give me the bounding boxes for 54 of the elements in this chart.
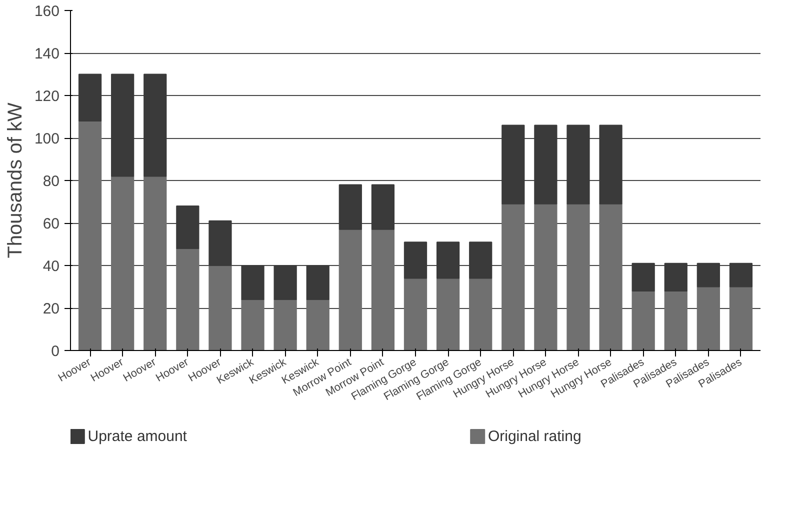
bar	[534, 203, 558, 350]
bar	[729, 262, 753, 288]
bar	[241, 299, 264, 350]
bar	[436, 242, 460, 279]
bar	[632, 262, 655, 292]
bar	[436, 278, 460, 350]
bar	[338, 228, 362, 350]
y-tick-label: 160	[34, 3, 60, 20]
legend-label: Uprate amount	[88, 428, 188, 445]
bar	[664, 290, 688, 350]
y-tick-label: 120	[34, 88, 60, 105]
bar	[144, 74, 167, 177]
bar	[144, 176, 167, 350]
y-tick-label: 20	[42, 300, 60, 318]
bar	[599, 203, 622, 350]
bar	[502, 124, 525, 204]
bar	[599, 124, 622, 204]
bar	[274, 265, 297, 300]
bar	[176, 248, 200, 350]
bar	[176, 206, 200, 249]
bar	[696, 286, 720, 350]
bar	[338, 184, 362, 230]
y-axis-title: Thousands of kW	[4, 102, 26, 258]
bar	[566, 124, 590, 204]
bar	[208, 265, 232, 350]
bar	[632, 290, 655, 350]
bar	[306, 299, 330, 350]
y-tick-label: 140	[34, 46, 60, 62]
bar	[469, 242, 492, 279]
bar	[306, 265, 330, 300]
bar	[111, 176, 134, 350]
bar	[371, 184, 395, 230]
bar	[469, 278, 492, 350]
bar	[502, 203, 525, 350]
bar	[664, 262, 688, 292]
y-tick-label: 100	[34, 130, 60, 148]
y-tick-label: 40	[42, 258, 60, 275]
bar	[241, 265, 264, 300]
y-tick-label: 0	[51, 343, 60, 360]
bar	[371, 228, 395, 350]
bar	[729, 286, 753, 350]
y-tick-label: 60	[42, 216, 60, 232]
y-tick-label: 80	[42, 173, 60, 190]
bar	[534, 124, 558, 204]
legend-label: Original rating	[488, 428, 582, 445]
bar	[566, 203, 590, 350]
bar	[274, 299, 297, 350]
bar	[208, 220, 232, 266]
bar	[404, 242, 428, 279]
bar	[78, 74, 102, 122]
bar	[111, 74, 134, 177]
bar	[696, 262, 720, 288]
bar	[404, 278, 428, 350]
bar	[78, 120, 102, 350]
